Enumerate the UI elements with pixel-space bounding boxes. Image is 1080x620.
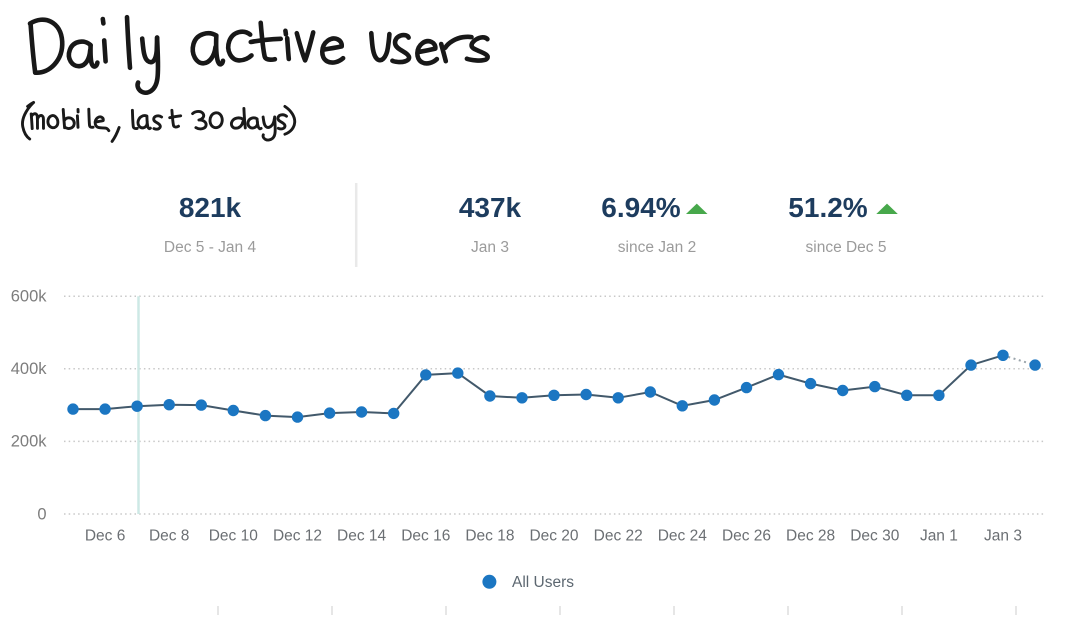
svg-text:Dec 6: Dec 6: [85, 528, 126, 545]
svg-text:Dec 18: Dec 18: [465, 528, 514, 545]
svg-text:600k: 600k: [11, 288, 48, 306]
svg-text:Dec 12: Dec 12: [273, 528, 322, 545]
svg-text:6.94%: 6.94%: [601, 192, 680, 223]
svg-text:200k: 200k: [11, 433, 48, 451]
svg-text:Dec 14: Dec 14: [337, 528, 386, 545]
svg-text:Dec 20: Dec 20: [529, 528, 578, 545]
svg-text:Jan 3: Jan 3: [984, 528, 1022, 545]
svg-text:Dec 22: Dec 22: [594, 528, 643, 545]
svg-text:since Jan 2: since Jan 2: [618, 239, 696, 256]
svg-text:437k: 437k: [459, 192, 522, 223]
svg-text:51.2%: 51.2%: [788, 192, 867, 223]
svg-text:821k: 821k: [179, 192, 242, 223]
svg-text:0: 0: [37, 505, 46, 523]
svg-text:Jan 1: Jan 1: [920, 528, 958, 545]
svg-text:Dec 8: Dec 8: [149, 528, 190, 545]
svg-text:Dec 30: Dec 30: [850, 528, 899, 545]
svg-text:since Dec 5: since Dec 5: [806, 239, 887, 256]
svg-text:Dec 28: Dec 28: [786, 528, 835, 545]
svg-text:Dec 24: Dec 24: [658, 528, 707, 545]
svg-text:Jan 3: Jan 3: [471, 239, 509, 256]
svg-text:Dec 16: Dec 16: [401, 528, 450, 545]
svg-text:Dec 26: Dec 26: [722, 528, 771, 545]
svg-text:Dec 5 - Jan 4: Dec 5 - Jan 4: [164, 239, 257, 256]
svg-text:Dec 10: Dec 10: [209, 528, 258, 545]
svg-text:400k: 400k: [11, 360, 48, 378]
svg-text:All Users: All Users: [512, 574, 574, 591]
